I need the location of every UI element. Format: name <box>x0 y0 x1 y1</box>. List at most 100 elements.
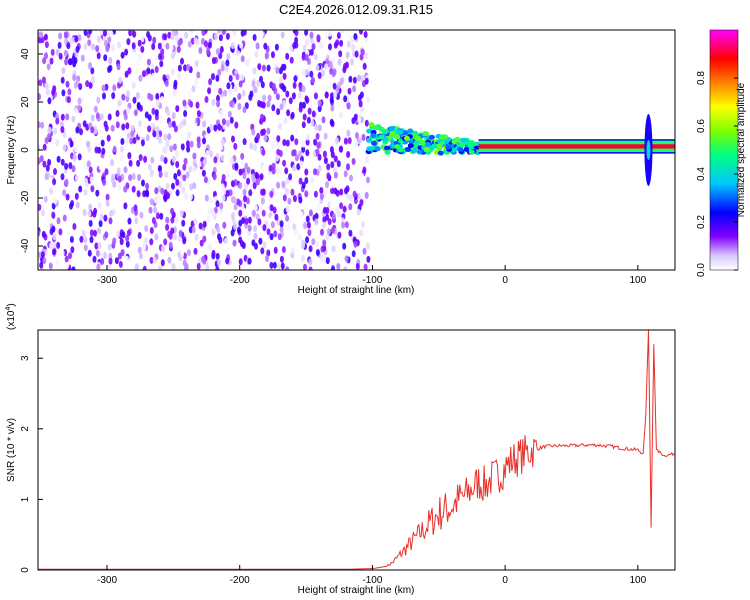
heatmap-cell <box>63 31 68 39</box>
heatmap-cell <box>404 135 410 141</box>
heatmap-cell <box>303 131 308 139</box>
heatmap-cell <box>97 202 102 210</box>
y-tick-label: 0 <box>20 567 31 573</box>
y-tick-label: 20 <box>20 96 31 108</box>
heatmap-cell <box>231 189 236 197</box>
heatmap-cell <box>229 157 234 165</box>
heatmap-cell <box>138 74 143 82</box>
heatmap-cell <box>366 255 371 263</box>
heatmap-cell <box>305 138 310 146</box>
heatmap-cell <box>359 30 363 35</box>
heatmap-cell <box>89 236 94 244</box>
heatmap-cell <box>226 82 231 90</box>
heatmap-cell <box>65 113 70 121</box>
heatmap-cell <box>165 42 170 50</box>
heatmap-cell <box>105 45 110 53</box>
heatmap-cell <box>142 265 147 270</box>
heatmap-cell <box>215 48 220 56</box>
heatmap-cell <box>407 143 414 149</box>
heatmap-cell <box>219 46 224 53</box>
heatmap-cell <box>51 225 56 233</box>
heatmap-cell <box>316 34 321 42</box>
heatmap-cell <box>187 40 192 48</box>
heatmap-cell <box>170 227 175 235</box>
heatmap-cell <box>407 128 414 134</box>
heatmap-cell <box>127 152 132 160</box>
heatmap-cell <box>361 110 366 118</box>
heatmap-cell <box>322 256 326 264</box>
heatmap-cell <box>77 97 82 105</box>
heatmap-cell <box>69 140 74 148</box>
heatmap-cell <box>279 82 284 89</box>
heatmap-cell <box>319 187 324 194</box>
heatmap-cell <box>117 41 122 49</box>
heatmap-cell <box>296 163 301 171</box>
heatmap-cell <box>306 116 311 124</box>
heatmap-cell <box>350 100 355 108</box>
heatmap-cell <box>216 258 221 266</box>
heatmap-cell <box>260 197 265 205</box>
heatmap-cell <box>208 78 213 86</box>
heatmap-cell <box>167 256 172 264</box>
heatmap-cell <box>311 76 315 84</box>
colorbar-tick-label: 0.2 <box>696 215 707 229</box>
heatmap-cell <box>269 233 274 241</box>
heatmap-cell <box>246 177 251 185</box>
heatmap-cell <box>305 149 310 157</box>
heatmap-cell <box>346 163 350 171</box>
heatmap-cell <box>233 203 238 211</box>
heatmap-cell <box>285 205 290 213</box>
heatmap-cell <box>202 235 207 243</box>
heatmap-cell <box>315 64 320 72</box>
heatmap-cell <box>139 211 144 219</box>
heatmap-cell <box>212 173 217 181</box>
heatmap-cell <box>316 203 321 211</box>
heatmap-cell <box>203 158 207 166</box>
top-x-axis-label: Height of straight line (km) <box>298 285 415 296</box>
heatmap-cell <box>90 185 95 193</box>
heatmap-cell <box>74 145 79 153</box>
heatmap-cell <box>274 213 279 221</box>
heatmap-cell <box>251 80 256 88</box>
heatmap-cell <box>131 185 136 193</box>
heatmap-cell <box>148 206 153 214</box>
heatmap-cell <box>336 32 341 39</box>
heatmap-cell <box>199 239 204 247</box>
heatmap-cell <box>253 232 258 240</box>
heatmap-cell <box>442 134 449 140</box>
heatmap-cell <box>146 67 151 75</box>
heatmap-cell <box>187 131 192 139</box>
heatmap-band-core <box>478 144 675 149</box>
heatmap-cell <box>165 216 170 224</box>
bot-y-axis-label: SNR (10 * v/v) <box>6 418 17 482</box>
heatmap-cell <box>166 109 171 117</box>
heatmap-cell <box>394 134 401 140</box>
heatmap-cell <box>102 92 106 100</box>
heatmap-cell <box>356 208 361 216</box>
heatmap-cell <box>42 143 47 151</box>
heatmap-cell <box>279 220 284 228</box>
x-tick-label: -100 <box>362 275 382 286</box>
heatmap-cell <box>359 199 364 207</box>
heatmap-cell <box>253 204 258 212</box>
heatmap-cell <box>261 209 266 217</box>
heatmap-cell <box>86 160 91 168</box>
heatmap-cell <box>201 255 206 263</box>
heatmap-cell <box>149 238 154 246</box>
heatmap-cell <box>333 171 338 179</box>
heatmap-cell <box>123 113 128 121</box>
heatmap-cell <box>119 238 124 246</box>
heatmap-cell <box>147 34 152 42</box>
heatmap-cell <box>274 197 279 205</box>
heatmap-cell <box>158 53 163 61</box>
heatmap-cell <box>251 209 256 217</box>
heatmap-cell <box>143 155 148 163</box>
heatmap-cell <box>238 80 243 88</box>
heatmap-cell <box>91 43 96 51</box>
heatmap-cell <box>206 48 211 56</box>
heatmap-cell <box>325 84 330 92</box>
heatmap-cell <box>65 80 70 88</box>
heatmap-cell <box>322 239 327 247</box>
heatmap-cell <box>292 42 297 49</box>
